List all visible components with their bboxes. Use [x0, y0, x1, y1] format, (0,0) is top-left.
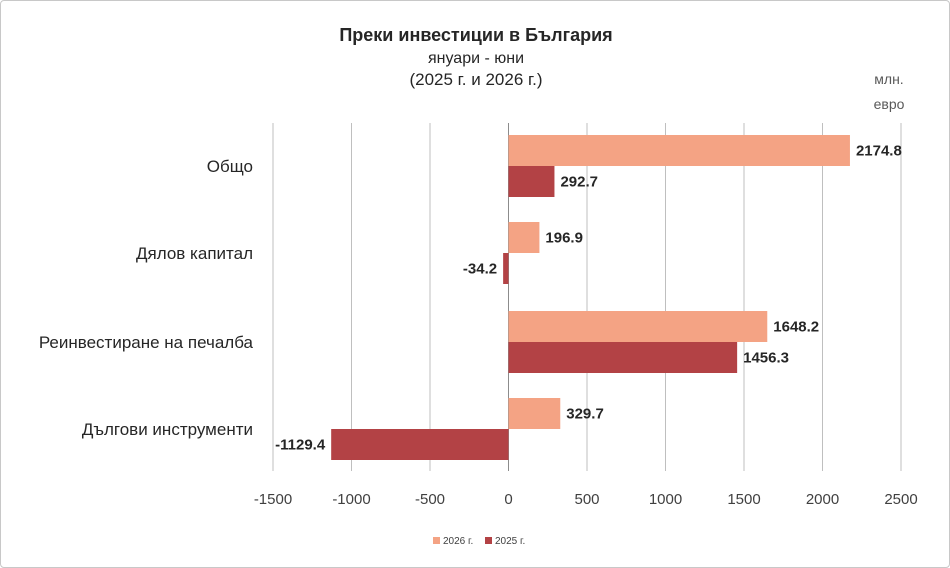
category-label: Дялов капитал [136, 244, 253, 263]
x-tick-label: 500 [574, 491, 599, 508]
legend-swatch [433, 537, 440, 544]
chart-period: (2025 г. и 2026 г.) [409, 70, 542, 89]
x-axis-ticks: -1500 -1000 -500 0 500 1000 1500 2000 2500 [254, 491, 918, 508]
unit-label-line2: евро [874, 96, 905, 112]
data-label: 329.7 [566, 406, 604, 423]
bar-series2-3 [331, 429, 509, 460]
bars [331, 135, 850, 460]
legend-label: 2025 г. [495, 536, 525, 547]
bar-series1-3 [508, 398, 561, 429]
unit-label-line1: млн. [874, 71, 903, 87]
x-tick-label: -1000 [332, 491, 370, 508]
x-tick-label: 0 [504, 491, 512, 508]
legend: 2026 г. 2025 г. [433, 536, 525, 547]
legend-label: 2026 г. [443, 536, 473, 547]
bar-series1-2 [508, 311, 768, 342]
chart-title: Преки инвестиции в България [339, 25, 612, 45]
bar-series1-1 [508, 222, 540, 253]
data-label: -1129.4 [275, 437, 326, 454]
bar-series1-0 [508, 135, 850, 166]
category-label: Дългови инструменти [82, 420, 253, 439]
category-label: Реинвестиране на печалба [39, 333, 254, 352]
x-tick-label: -1500 [254, 491, 292, 508]
category-labels: Общо Дялов капитал Реинвестиране на печалб… [39, 157, 254, 439]
data-labels: 2174.8 196.9 1648.2 329.7 292.7 -34.2 1456.3 -1… [275, 143, 902, 454]
data-label: -34.2 [463, 261, 497, 278]
x-tick-label: 2500 [884, 491, 917, 508]
data-label: 196.9 [545, 230, 583, 247]
x-tick-label: 2000 [806, 491, 839, 508]
data-label: 1456.3 [743, 350, 789, 367]
data-label: 292.7 [560, 174, 598, 191]
data-label: 1648.2 [773, 319, 819, 336]
category-label: Общо [207, 157, 253, 176]
bar-series2-1 [503, 253, 509, 284]
x-tick-label: -500 [415, 491, 445, 508]
legend-swatch [485, 537, 492, 544]
x-tick-label: 1000 [649, 491, 682, 508]
chart-subtitle: януари - юни [428, 50, 524, 67]
bar-series2-0 [508, 166, 555, 197]
data-label: 2174.8 [856, 143, 902, 160]
x-tick-label: 1500 [727, 491, 760, 508]
bar-series2-2 [508, 342, 738, 373]
